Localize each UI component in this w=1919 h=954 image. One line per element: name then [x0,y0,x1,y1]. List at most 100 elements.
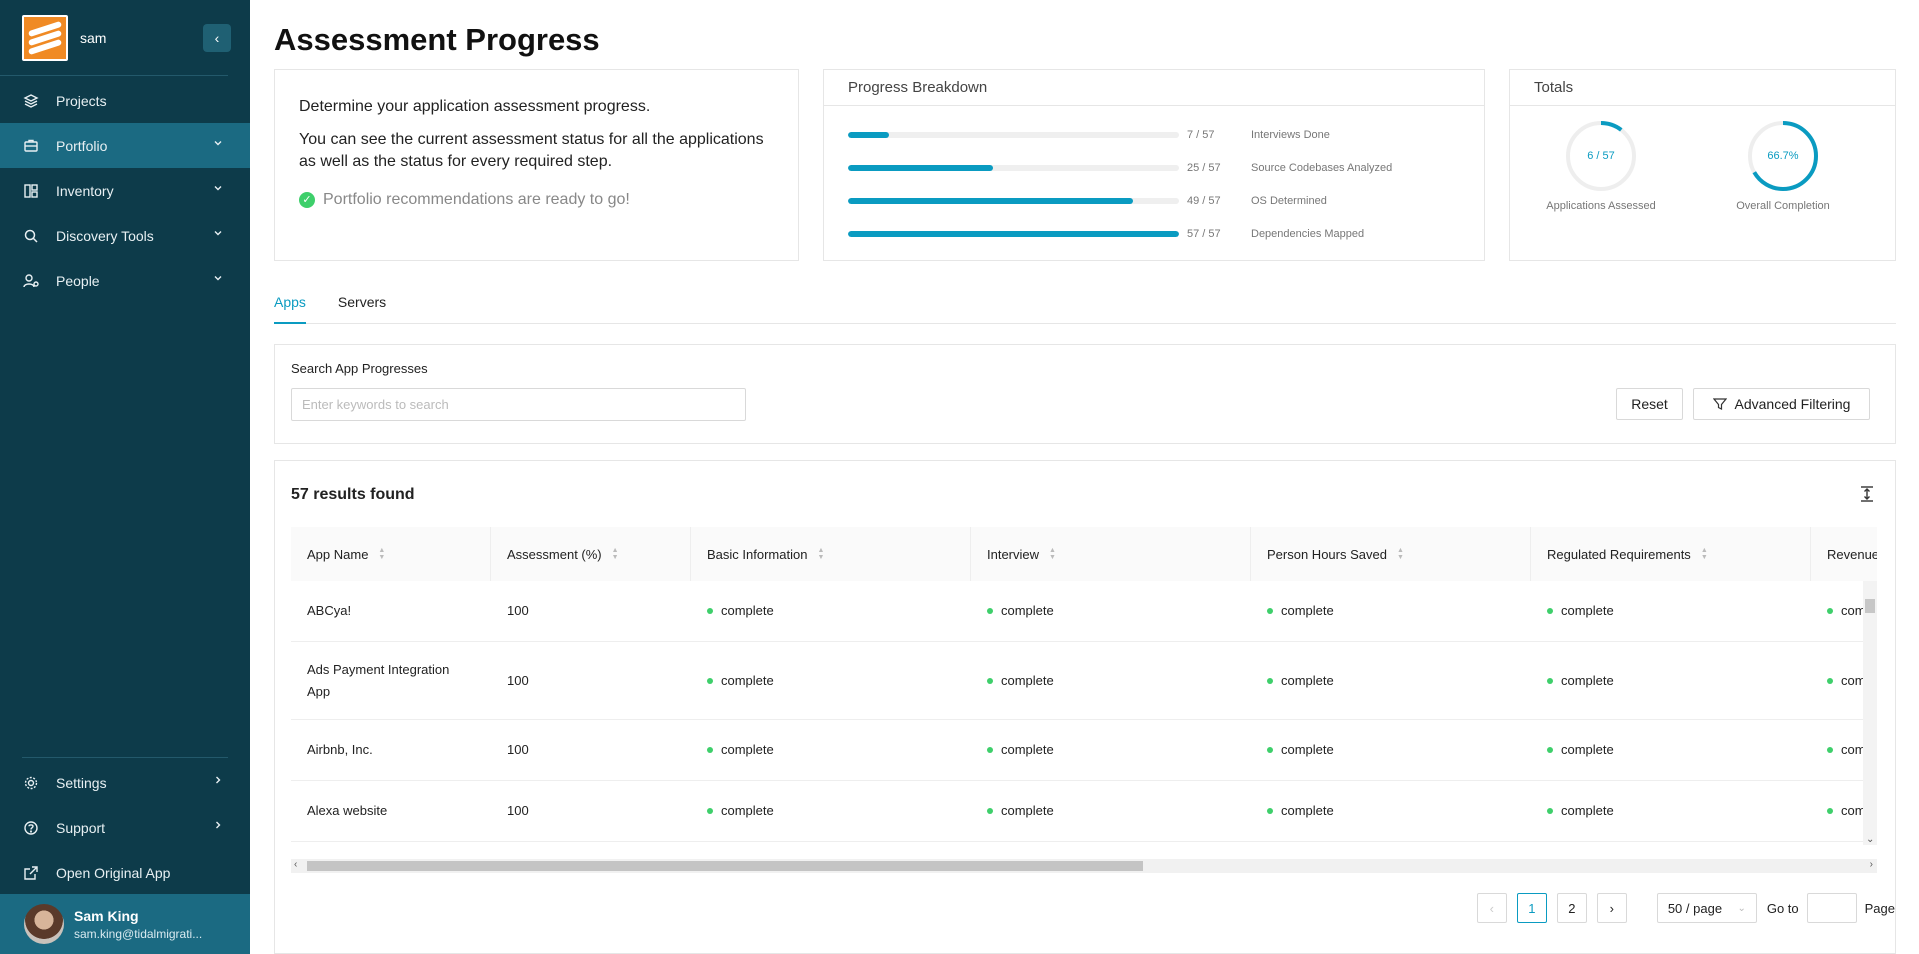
progress-ring: 6 / 57 [1565,120,1637,192]
status-dot [1827,808,1833,814]
nav-item-portfolio[interactable]: Portfolio [0,123,250,168]
table-row[interactable]: Airbnb, Inc. 100 complete complete compl… [291,720,1877,781]
inventory-icon [22,182,40,200]
search-label: Search App Progresses [291,361,428,376]
status-text: complete [721,803,774,818]
sort-icon: ▲ ▼ [1049,547,1056,561]
page-label: Page [1864,900,1895,916]
table-row[interactable]: ABCya! 100 complete complete complete co… [291,581,1877,642]
column-header-regulated-requirements[interactable]: Regulated Requirements ▲ ▼ [1531,527,1811,581]
page-size-value: 50 / page [1667,900,1723,916]
pagination: ‹ 1 2 › 50 / page ⌄ Go to Page [1476,893,1895,923]
intro-text: Determine your application assessment pr… [299,98,651,115]
nav-item-label: Support [56,819,106,836]
table-row[interactable]: Alexa website 100 complete complete comp… [291,781,1877,842]
question-icon [22,819,40,837]
status-text: complete [1281,742,1334,757]
chevron-down-icon [214,276,222,281]
status-cell: complete [691,739,971,761]
tab-apps[interactable]: Apps [274,292,306,324]
status-dot [987,608,993,614]
search-card: Search App Progresses Reset Advanced Fil… [274,344,1896,444]
search-input[interactable] [291,388,746,421]
status-dot [1267,808,1273,814]
chevron-down-icon: ⌄ [1737,902,1746,914]
avatar [24,904,64,944]
main-nav: Projects Portfolio Inventory Discovery T… [0,78,250,303]
previous-page-button[interactable]: ‹ [1476,893,1507,923]
status-cell: com [1811,600,1877,622]
assessment-cell: 100 [507,742,529,757]
status-text: complete [1561,672,1614,688]
status-dot [987,747,993,753]
nav-item-settings[interactable]: Settings [0,760,250,805]
tab-servers[interactable]: Servers [337,294,387,310]
user-profile[interactable]: Sam King sam.king@tidalmigrati... [0,894,250,954]
status-cell: complete [971,670,1251,692]
status-dot [1827,677,1833,684]
ring-label: Overall Completion [1736,200,1830,212]
page-size-select[interactable]: 50 / page ⌄ [1656,893,1757,923]
scrollbar-thumb[interactable] [1865,599,1875,613]
profile-email: sam.king@tidalmigrati... [74,926,203,941]
app-name-cell: Alexa website [307,803,388,818]
progress-label: OS Determined [1251,194,1327,207]
status-dot [707,808,713,814]
horizontal-scrollbar[interactable]: ‹ › [291,859,1877,873]
column-header-assessment[interactable]: Assessment (%) ▲ ▼ [491,527,691,581]
status-cell: complete [691,600,971,622]
column-header-basic-information[interactable]: Basic Information ▲ ▼ [691,527,971,581]
status-dot [1547,747,1553,753]
column-header-person-hours-saved[interactable]: Person Hours Saved ▲ ▼ [1251,527,1531,581]
column-label: Basic Information [707,546,808,562]
sidebar-divider [22,757,228,758]
progress-row: 49 / 57 OS Determined [848,184,1460,217]
chevron-down-icon [214,231,222,236]
nav-item-discovery-tools[interactable]: Discovery Tools [0,213,250,258]
collapse-sidebar-button[interactable]: ‹ [203,24,231,52]
reset-button[interactable]: Reset [1616,388,1683,420]
page-button-2[interactable]: 2 [1556,893,1587,923]
nav-item-support[interactable]: Support [0,805,250,850]
tidal-logo[interactable] [22,14,68,61]
status-text: complete [1281,672,1334,688]
scrollbar-thumb[interactable] [307,861,1143,871]
status-dot [987,677,993,684]
page-button-1[interactable]: 1 [1516,893,1547,923]
nav-item-open-original-app[interactable]: Open Original App [0,850,250,895]
status-text: complete [1001,742,1054,757]
status-cell: complete [1531,739,1811,761]
app-name-cell: ABCya! [307,603,352,618]
status-text: complete [1561,603,1614,618]
advanced-filtering-button[interactable]: Advanced Filtering [1693,388,1870,420]
goto-page-input[interactable] [1806,893,1857,923]
intro-card: Determine your application assessment pr… [274,69,799,261]
column-height-icon[interactable] [1859,485,1875,503]
progress-bar [848,230,1179,237]
chevron-left-icon[interactable]: ‹ [294,859,298,870]
column-header-revenue[interactable]: Revenue [1811,527,1877,581]
intro-description: You can see the current assessment statu… [299,131,764,170]
status-dot [707,608,713,614]
tab-bar: Apps Servers [274,292,1896,324]
chevron-right-icon[interactable]: › [1869,859,1873,870]
status-text: complete [1281,603,1334,618]
status-cell: complete [971,739,1251,761]
card-title: Totals [1510,70,1895,106]
nav-item-people[interactable]: People [0,258,250,303]
nav-item-projects[interactable]: Projects [0,78,250,123]
table-row[interactable]: Ads Payment Integration App 100 complete… [291,642,1877,720]
column-header-interview[interactable]: Interview ▲ ▼ [971,527,1251,581]
nav-item-label: Portfolio [56,137,108,154]
chevron-down-icon[interactable]: ⌄ [1866,834,1875,845]
column-header-app-name[interactable]: App Name ▲ ▼ [291,527,491,581]
status-text: com [1841,803,1866,818]
progress-ring: 66.7% [1747,120,1819,192]
next-page-button[interactable]: › [1596,893,1627,923]
progress-label: Source Codebases Analyzed [1251,161,1393,174]
status-cell: complete [1531,800,1811,822]
page-title: Assessment Progress [274,22,600,57]
briefcase-icon [22,137,40,155]
vertical-scrollbar[interactable]: ⌄ [1863,581,1877,845]
nav-item-inventory[interactable]: Inventory [0,168,250,213]
